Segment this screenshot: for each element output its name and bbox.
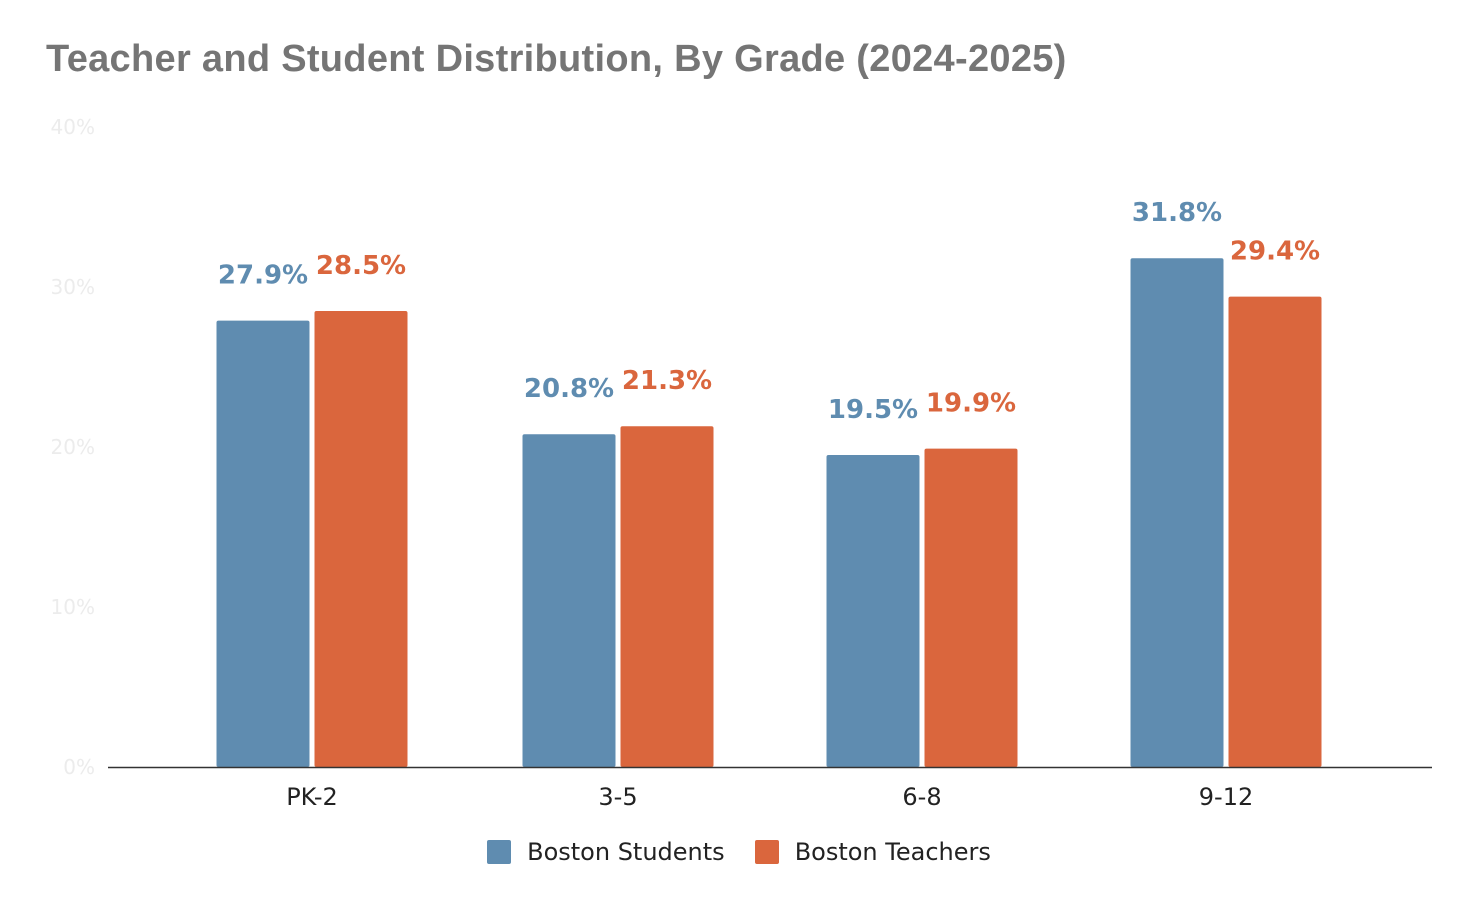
bar-teachers-6-8 (924, 448, 1018, 767)
data-label: 21.3% (622, 366, 712, 396)
y-tick-label: 20% (51, 435, 95, 459)
legend: Boston Students Boston Teachers (0, 838, 1478, 866)
data-label: 20.8% (524, 374, 614, 404)
bar-students-pk-2 (216, 320, 310, 767)
bar-teachers-pk-2 (314, 311, 408, 767)
legend-label-teachers: Boston Teachers (794, 838, 991, 866)
x-tick-label: PK-2 (286, 783, 338, 811)
legend-item-teachers: Boston Teachers (754, 838, 991, 866)
x-tick-label: 3-5 (598, 783, 637, 811)
legend-swatch-teachers (754, 840, 779, 864)
y-tick-label: 0% (63, 755, 95, 779)
data-label: 19.9% (926, 389, 1016, 419)
bar-students-3-5 (522, 434, 616, 767)
data-label: 19.5% (828, 395, 918, 425)
data-label: 28.5% (316, 251, 406, 281)
x-tick-label: 9-12 (1199, 783, 1253, 811)
legend-item-students: Boston Students (487, 838, 725, 866)
y-tick-label: 30% (51, 275, 95, 299)
y-tick-label: 40% (51, 115, 95, 139)
x-tick-label: 6-8 (902, 783, 941, 811)
bar-teachers-3-5 (620, 426, 714, 767)
legend-label-students: Boston Students (527, 838, 725, 866)
bar-teachers-9-12 (1228, 296, 1322, 767)
data-label: 27.9% (218, 261, 308, 291)
y-tick-label: 10% (51, 595, 95, 619)
data-label: 29.4% (1230, 237, 1320, 267)
legend-swatch-students (487, 840, 512, 864)
data-label: 31.8% (1132, 198, 1222, 228)
bar-students-9-12 (1130, 258, 1224, 767)
chart-title: Teacher and Student Distribution, By Gra… (46, 38, 1067, 80)
bar-students-6-8 (826, 455, 920, 767)
